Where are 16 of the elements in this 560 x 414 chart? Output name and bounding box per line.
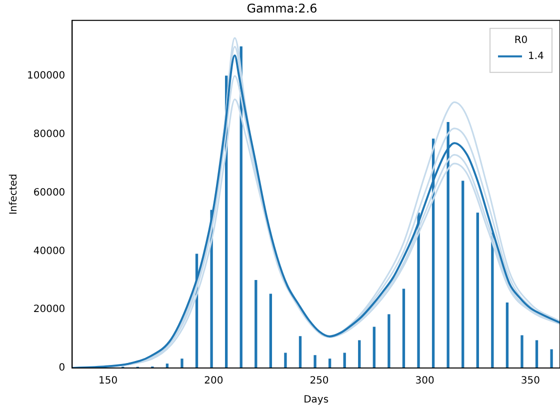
- y-axis-title: Infected: [8, 174, 20, 215]
- x-tick-label: 300: [415, 376, 434, 387]
- y-tick-label: 100000: [26, 70, 66, 82]
- x-tick-label: 150: [98, 376, 118, 387]
- legend-label: 1.4: [528, 50, 544, 62]
- y-tick-label: 80000: [33, 128, 66, 140]
- y-tick-label: 20000: [33, 304, 66, 316]
- chart-title: Gamma:2.6: [246, 1, 318, 16]
- x-tick-label: 200: [204, 376, 224, 387]
- y-tick-label: 60000: [33, 187, 66, 198]
- x-tick-label: 350: [520, 376, 540, 387]
- x-tick-label: 250: [310, 376, 329, 387]
- x-axis-title: Days: [304, 394, 329, 406]
- y-tick-label: 0: [58, 362, 66, 374]
- legend-title: R0: [514, 34, 528, 46]
- y-tick-label: 40000: [33, 246, 66, 257]
